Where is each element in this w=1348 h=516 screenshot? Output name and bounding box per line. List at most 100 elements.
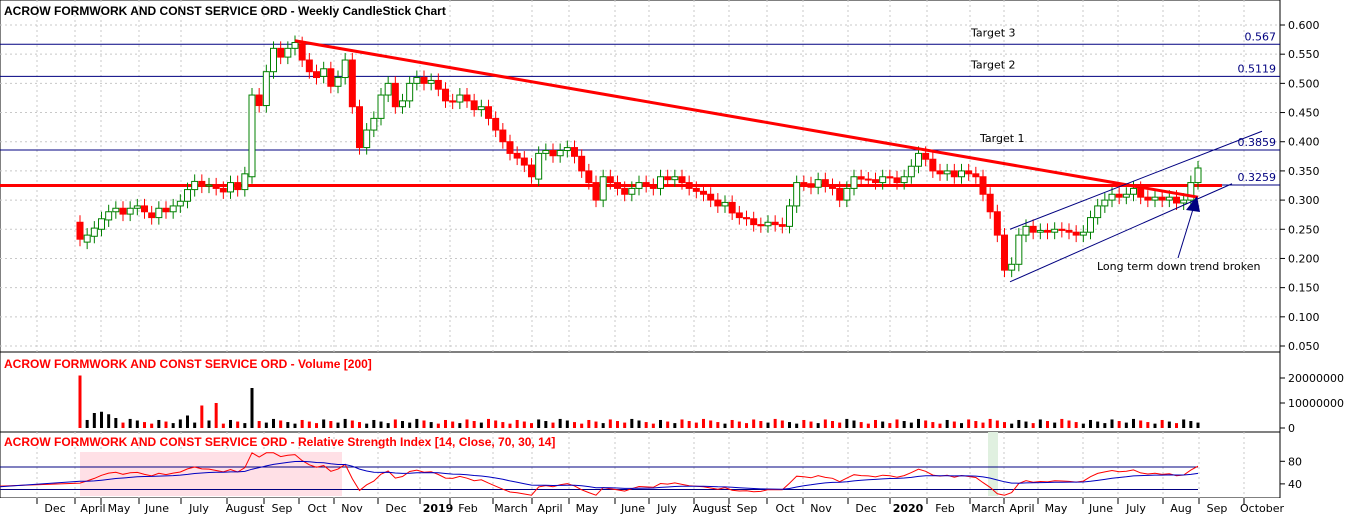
candle-body xyxy=(341,59,349,79)
volume-bar xyxy=(766,422,770,428)
candle-body xyxy=(592,182,600,201)
candle-body xyxy=(750,218,758,226)
volume-bar xyxy=(393,419,397,428)
candle-body xyxy=(449,100,457,103)
volume-bar xyxy=(336,422,340,428)
candle-body xyxy=(377,94,385,119)
target-level-value: 0.3859 xyxy=(1238,136,1277,149)
candle-body xyxy=(1144,196,1152,201)
price-tick-label: 0.450 xyxy=(1288,107,1320,120)
x-tick-label: June xyxy=(1088,502,1113,515)
candle-body xyxy=(972,173,980,178)
candle-body xyxy=(700,190,707,195)
candle-body xyxy=(262,71,270,107)
candle-body xyxy=(327,68,335,87)
x-tick-label: March xyxy=(971,502,1005,515)
candle-body xyxy=(571,147,578,157)
x-tick-label: June xyxy=(620,502,645,515)
candle-body xyxy=(169,205,177,213)
candle-body xyxy=(1108,193,1116,201)
volume-bar xyxy=(221,423,225,428)
candle-body xyxy=(176,200,184,207)
candle-body xyxy=(1158,196,1166,201)
candle-body xyxy=(786,205,793,227)
x-tick-label: April xyxy=(80,502,105,515)
volume-bar xyxy=(164,421,168,428)
volume-bar xyxy=(229,419,232,428)
volume-bar xyxy=(451,421,455,428)
volume-bar xyxy=(623,422,627,428)
volume-bar xyxy=(888,423,892,428)
volume-tick-label: 10000000 xyxy=(1288,397,1344,410)
candle-body xyxy=(563,147,571,151)
x-tick-label: March xyxy=(494,502,528,515)
candle-body xyxy=(1194,167,1202,184)
candle-body xyxy=(406,82,414,102)
x-tick-label: May xyxy=(1045,502,1068,515)
candle-body xyxy=(485,106,492,119)
candle-body xyxy=(463,94,471,102)
volume-bar xyxy=(515,419,519,428)
candle-body xyxy=(1008,263,1016,271)
volume-bar xyxy=(594,421,598,428)
x-tick-label: June xyxy=(144,502,169,515)
volume-bar xyxy=(1139,420,1143,428)
candle-body xyxy=(958,170,965,178)
candle-body xyxy=(979,176,987,195)
candle-body xyxy=(757,224,765,227)
volume-bar xyxy=(279,420,283,428)
x-tick-label: Dec xyxy=(855,502,876,515)
candle-body xyxy=(520,157,528,166)
rsi-line xyxy=(0,452,1199,496)
x-tick-label: August xyxy=(693,502,732,515)
candle-body xyxy=(191,180,199,191)
candle-body xyxy=(657,176,664,189)
volume-bar xyxy=(329,421,333,428)
volume-bar xyxy=(386,423,390,428)
candle-body xyxy=(900,176,908,184)
candle-body xyxy=(628,187,636,195)
volume-bar xyxy=(659,419,662,428)
volume-bar xyxy=(444,419,447,428)
candle-body xyxy=(420,77,428,84)
volume-bar xyxy=(243,423,247,428)
candle-body xyxy=(291,42,299,49)
candle-body xyxy=(1029,225,1037,233)
volume-bar xyxy=(458,423,462,428)
candle-body xyxy=(1122,193,1130,198)
volume-bar xyxy=(580,423,584,428)
volume-bar xyxy=(408,422,412,428)
price-tick-label: 0.150 xyxy=(1288,282,1320,295)
candle-body xyxy=(434,79,442,90)
candle-body xyxy=(1101,199,1109,207)
candle-body xyxy=(76,221,84,240)
candle-body xyxy=(456,94,464,103)
annotation-arrow-head xyxy=(1186,196,1200,212)
volume-bar xyxy=(795,423,799,428)
candle-body xyxy=(893,177,901,184)
candle-body xyxy=(936,170,944,175)
candle-body xyxy=(965,170,973,175)
volume-bar xyxy=(859,422,863,428)
volume-bar xyxy=(974,421,978,428)
volume-bar xyxy=(838,422,842,428)
candle-body xyxy=(1015,234,1023,265)
candle-body xyxy=(391,82,399,108)
candle-body xyxy=(793,182,801,207)
candle-body xyxy=(141,205,148,213)
x-tick-label: July xyxy=(188,502,209,515)
volume-bar xyxy=(852,420,856,428)
x-tick-label: Dec xyxy=(385,502,406,515)
volume-bar xyxy=(92,413,96,428)
volume-bar xyxy=(551,422,555,428)
candle-body xyxy=(277,47,285,58)
x-tick-label: Sep xyxy=(737,502,758,515)
volume-bar xyxy=(479,422,483,428)
volume-chart-title: ACROW FORMWORK AND CONST SERVICE ORD - V… xyxy=(4,357,372,371)
candle-body xyxy=(370,117,378,131)
x-tick-label: Oct xyxy=(775,502,795,515)
volume-bar xyxy=(917,418,920,428)
x-tick-label: April xyxy=(537,502,562,515)
volume-bar xyxy=(1067,420,1071,428)
